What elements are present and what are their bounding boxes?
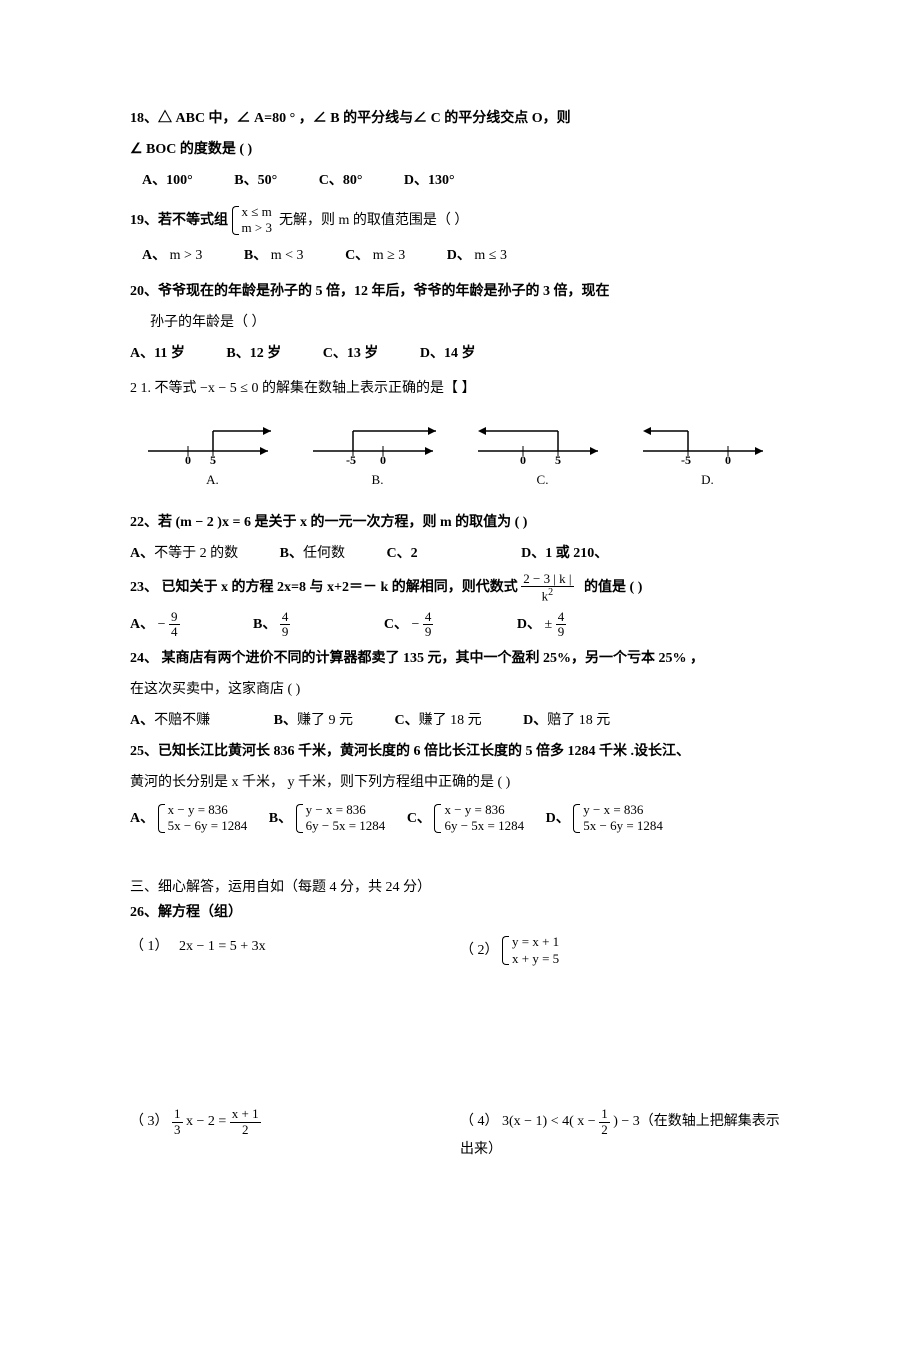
q26-p1-expr: 2x − 1 = 5 + 3x bbox=[179, 939, 266, 954]
q26-p2: （ 2） y = x + 1 x + y = 5 bbox=[460, 934, 790, 968]
q26-p2-label: （ 2） bbox=[460, 943, 499, 958]
svg-text:-5: -5 bbox=[681, 453, 691, 466]
q21-stem: 2 1. 不等式 −x − 5 ≤ 0 的解集在数轴上表示正确的是【 】 bbox=[130, 376, 790, 401]
q19-opt-c: C、 m ≥ 3 bbox=[345, 243, 405, 268]
q21-nl-c: 0 5 C. bbox=[473, 411, 613, 491]
q22-opt-a: A、不等于 2 的数 bbox=[130, 541, 238, 566]
svg-text:5: 5 bbox=[555, 453, 561, 466]
q18-opt-c: C、80° bbox=[319, 168, 363, 193]
q24-stem2: 在这次买卖中，这家商店 ( ) bbox=[130, 677, 790, 702]
q22-opt-b: B、任何数 bbox=[280, 541, 345, 566]
q19-sys-row1: x ≤ m bbox=[242, 204, 272, 221]
q24-opt-a: A、不赔不赚 bbox=[130, 708, 210, 733]
q25-opt-c: C、 x − y = 8366y − 5x = 1284 bbox=[407, 802, 524, 836]
q26-p4-label: （ 4） bbox=[460, 1114, 499, 1129]
svg-text:-5: -5 bbox=[346, 453, 356, 466]
q21-label-d: D. bbox=[638, 468, 778, 491]
q21-nl-b: -5 0 B. bbox=[308, 411, 448, 491]
q20-opt-d: D、14 岁 bbox=[420, 341, 476, 366]
q18-opt-d: D、130° bbox=[404, 168, 455, 193]
q23-post: 的值是 ( ) bbox=[584, 580, 642, 595]
q21-label-c: C. bbox=[473, 468, 613, 491]
q26-p4-pre: 3(x − 1) < 4( x − bbox=[502, 1114, 599, 1129]
q20-opt-c: C、13 岁 bbox=[323, 341, 379, 366]
q24-opt-d: D、赔了 18 元 bbox=[523, 708, 610, 733]
q20-opt-a: A、11 岁 bbox=[130, 341, 185, 366]
q18-opt-b: B、50° bbox=[234, 168, 277, 193]
q25-opt-b: B、 y − x = 8366y − 5x = 1284 bbox=[269, 802, 386, 836]
q19-pre: 19、若不等式组 bbox=[130, 213, 228, 228]
q26-p2-sys: y = x + 1 x + y = 5 bbox=[502, 934, 559, 968]
q26-p3-rfrac: x + 12 bbox=[230, 1107, 261, 1137]
number-line-a-icon: 0 5 bbox=[143, 411, 283, 466]
q19-post: 无解，则 m 的取值范围是（ ） bbox=[279, 213, 468, 228]
q23-opt-b: B、 49 bbox=[253, 610, 290, 640]
q23-frac-den: k2 bbox=[521, 587, 573, 604]
number-line-c-icon: 0 5 bbox=[473, 411, 613, 466]
q21-nl-a: 0 5 A. bbox=[143, 411, 283, 491]
q26-p3-mid: x − 2 = bbox=[186, 1114, 230, 1129]
q24-options: A、不赔不赚 B、赚了 9 元 C、赚了 18 元 D、赔了 18 元 bbox=[130, 708, 790, 733]
q22-options: A、不等于 2 的数 B、任何数 C、2 D、1 或 210、 bbox=[130, 541, 790, 566]
q26-row1: （ 1） 2x − 1 = 5 + 3x （ 2） y = x + 1 x + … bbox=[130, 934, 790, 968]
q25-stem1: 25、已知长江比黄河长 836 千米，黄河长度的 6 倍比长江长度的 5 倍多 … bbox=[130, 739, 790, 764]
q25-stem2: 黄河的长分别是 x 千米， y 千米，则下列方程组中正确的是 ( ) bbox=[130, 770, 790, 795]
svg-text:5: 5 bbox=[210, 453, 216, 466]
q26-p3: （ 3） 13 x − 2 = x + 12 bbox=[130, 1107, 460, 1162]
q21-label-b: B. bbox=[308, 468, 448, 491]
number-line-b-icon: -5 0 bbox=[308, 411, 448, 466]
q18-stem-line2: ∠ BOC 的度数是 ( ) bbox=[130, 137, 790, 162]
q19-stem: 19、若不等式组 x ≤ m m > 3 无解，则 m 的取值范围是（ ） bbox=[130, 204, 790, 238]
q26-title: 26、解方程（组） bbox=[130, 900, 790, 925]
svg-text:0: 0 bbox=[725, 453, 731, 466]
q24-stem1: 24、 某商店有两个进价不同的计算器都卖了 135 元，其中一个盈利 25%，另… bbox=[130, 646, 790, 671]
q23-stem: 23、 已知关于 x 的方程 2x=8 与 x+2＝－ k 的解相同，则代数式 … bbox=[130, 572, 790, 604]
svg-text:0: 0 bbox=[380, 453, 386, 466]
q20-stem: 20、爷爷现在的年龄是孙子的 5 倍，12 年后，爷爷的年龄是孙子的 3 倍，现… bbox=[130, 279, 790, 304]
q23-options: A、 − 94 B、 49 C、 − 49 D、 ± 49 bbox=[130, 610, 790, 640]
q26-p3-lfrac: 13 bbox=[172, 1107, 183, 1137]
page: 18、△ ABC 中，∠ A=80 ° ，∠ B 的平分线与∠ C 的平分线交点… bbox=[0, 0, 920, 1362]
q22-stem: 22、若 (m − 2 )x = 6 是关于 x 的一元一次方程，则 m 的取值… bbox=[130, 510, 790, 535]
q25-opt-a: A、 x − y = 8365x − 6y = 1284 bbox=[130, 802, 247, 836]
q19-system: x ≤ m m > 3 bbox=[232, 204, 272, 238]
svg-text:0: 0 bbox=[520, 453, 526, 466]
q26-row2: （ 3） 13 x − 2 = x + 12 （ 4） 3(x − 1) < 4… bbox=[130, 1107, 790, 1162]
q23-main-frac: 2 − 3 | k | k2 bbox=[521, 572, 573, 604]
q21-label-a: A. bbox=[143, 468, 283, 491]
number-line-d-icon: -5 0 bbox=[638, 411, 778, 466]
q26-p1-label: （ 1） bbox=[130, 939, 169, 954]
q19-opt-b: B、 m < 3 bbox=[244, 243, 304, 268]
q19-sys-row2: m > 3 bbox=[242, 220, 272, 237]
q21-nl-d: -5 0 D. bbox=[638, 411, 778, 491]
q23-frac-num: 2 − 3 | k | bbox=[521, 572, 573, 587]
q23-opt-c: C、 − 49 bbox=[384, 610, 434, 640]
q23-opt-d: D、 ± 49 bbox=[517, 610, 566, 640]
q23-opt-a: A、 − 94 bbox=[130, 610, 180, 640]
q20-options: A、11 岁 B、12 岁 C、13 岁 D、14 岁 bbox=[130, 341, 790, 366]
q20-opt-b: B、12 岁 bbox=[226, 341, 281, 366]
svg-text:0: 0 bbox=[185, 453, 191, 466]
q23-pre: 23、 已知关于 x 的方程 2x=8 与 x+2＝－ k 的解相同，则代数式 bbox=[130, 580, 518, 595]
q18-options: A、100° B、50° C、80° D、130° bbox=[142, 168, 790, 193]
section3-title: 三、细心解答，运用自如（每题 4 分，共 24 分） bbox=[130, 875, 790, 900]
q22-opt-d: D、1 或 210、 bbox=[521, 541, 608, 566]
q20-stem2: 孙子的年龄是（ ） bbox=[150, 310, 790, 335]
q26-p4-frac: 12 bbox=[599, 1107, 610, 1137]
q19-options: A、 m > 3 B、 m < 3 C、 m ≥ 3 D、 m ≤ 3 bbox=[142, 243, 790, 268]
q22-opt-c: C、2 bbox=[386, 541, 417, 566]
q25-options: A、 x − y = 8365x − 6y = 1284 B、 y − x = … bbox=[130, 802, 790, 836]
q24-opt-c: C、赚了 18 元 bbox=[394, 708, 481, 733]
q19-opt-a: A、 m > 3 bbox=[142, 243, 202, 268]
q18-stem-line1: 18、△ ABC 中，∠ A=80 ° ，∠ B 的平分线与∠ C 的平分线交点… bbox=[130, 106, 790, 131]
q21-diagrams: 0 5 A. -5 0 B. bbox=[130, 411, 790, 491]
q25-opt-d: D、 y − x = 8365x − 6y = 1284 bbox=[546, 802, 663, 836]
q24-opt-b: B、赚了 9 元 bbox=[274, 708, 353, 733]
q19-opt-d: D、 m ≤ 3 bbox=[447, 243, 507, 268]
q26-p3-label: （ 3） bbox=[130, 1114, 169, 1129]
q26-p4: （ 4） 3(x − 1) < 4( x − 12 ) − 3（在数轴上把解集表… bbox=[460, 1107, 790, 1162]
q18-opt-a: A、100° bbox=[142, 168, 193, 193]
q26-p1: （ 1） 2x − 1 = 5 + 3x bbox=[130, 934, 460, 968]
